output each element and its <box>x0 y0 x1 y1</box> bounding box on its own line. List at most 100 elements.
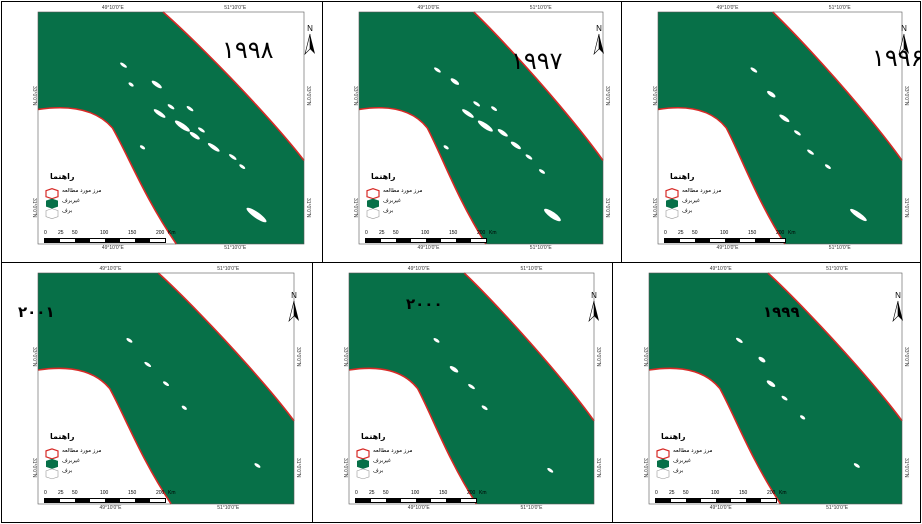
study-area-region <box>359 12 603 244</box>
latitude-tick-label: 33°0'0"N <box>903 346 909 367</box>
study-area-region <box>38 273 294 504</box>
legend-swatch-boundary <box>45 188 59 200</box>
scale-tick-label: 100 <box>720 230 729 236</box>
legend-item-label: غیربرف <box>62 457 80 464</box>
boundary-line-southwest <box>358 106 487 245</box>
map-frame <box>657 11 903 245</box>
longitude-tick-label: 51°10'0"E <box>826 266 849 272</box>
scale-tick-label: 50 <box>393 230 399 236</box>
legend-item-label: غیربرف <box>373 457 391 464</box>
latitude-tick-label: 33°0'0"N <box>642 346 648 367</box>
year-label: ۲۰۰۱ <box>18 303 55 321</box>
legend-item-label: غیربرف <box>673 457 691 464</box>
legend-swatch-non-snow <box>367 198 379 209</box>
snow-patch <box>539 169 545 174</box>
scale-bar: 0 25 50 100 150 200 Km <box>355 490 495 508</box>
scale-unit-label: Km <box>168 490 176 496</box>
legend-swatch-non-snow <box>657 458 669 469</box>
north-label: N <box>895 291 901 300</box>
map-panel-1998: ۱۹۹۸ N 49°10'0"E 49°10'0"E 51°10'0"E 51°10'0"… <box>1 1 323 263</box>
longitude-tick-label: 49°10'0"E <box>407 505 430 511</box>
legend-item-label: برف <box>62 467 73 474</box>
snow-patch <box>198 127 205 133</box>
scale-tick-label: 25 <box>369 490 375 496</box>
latitude-tick-label: 33°0'0"N <box>305 86 311 106</box>
boundary-line-northeast <box>162 11 305 161</box>
longitude-tick-label: 49°10'0"E <box>407 266 430 272</box>
scale-unit-label: Km <box>168 230 176 236</box>
study-area-region <box>38 12 304 244</box>
legend-swatch-boundary <box>366 188 380 200</box>
longitude-tick-label: 49°10'0"E <box>99 266 122 272</box>
longitude-tick-label: 49°10'0"E <box>417 245 440 251</box>
longitude-tick-label: 49°10'0"E <box>716 5 739 11</box>
scale-tick-label: 0 <box>44 230 47 236</box>
scale-tick-label: 200 <box>156 490 165 496</box>
snow-patch <box>547 467 554 473</box>
longitude-tick-label: 51°10'0"E <box>828 5 851 11</box>
snow-patch <box>766 380 776 387</box>
north-label: N <box>291 291 297 300</box>
map-canvas <box>37 272 295 505</box>
scale-tick-label: 200 <box>156 230 165 236</box>
north-arrow-icon: N <box>302 24 318 56</box>
north-label: N <box>591 291 597 300</box>
scale-tick-label: 100 <box>411 490 420 496</box>
snow-patch <box>794 130 801 136</box>
year-label: ۱۹۹۸ <box>222 36 274 64</box>
boundary-line-northeast <box>772 11 903 161</box>
snow-patch <box>126 338 133 343</box>
scale-tick-label: 50 <box>72 490 78 496</box>
latitude-tick-label: 31°0'0"N <box>903 197 909 218</box>
scale-tick-label: 150 <box>739 490 748 496</box>
scale-unit-label: Km <box>788 230 796 236</box>
map-panel-1997: ۱۹۹۷ N 49°10'0"E 49°10'0"E 51°10'0"E 51°10'0"… <box>322 1 622 263</box>
study-area-region <box>349 273 594 504</box>
legend-swatch-boundary <box>356 448 370 460</box>
snow-patch <box>144 361 152 368</box>
legend-swatch-snow <box>356 468 370 480</box>
snow-patch <box>767 90 776 98</box>
study-area-region <box>649 273 902 504</box>
year-label: ۱۹۹۷ <box>511 47 563 75</box>
scale-tick-label: 25 <box>58 490 64 496</box>
longitude-tick-label: 49°10'0"E <box>99 505 122 511</box>
scale-bar: 0 25 50 100 150 200 Km <box>664 230 804 248</box>
legend-swatches <box>665 188 679 219</box>
north-label: N <box>307 24 313 33</box>
snow-patch <box>544 208 561 222</box>
north-arrow-icon: N <box>591 24 607 56</box>
legend-swatches <box>656 448 670 480</box>
snow-patch <box>779 114 790 123</box>
snow-patch <box>246 207 267 223</box>
north-arrow-icon: N <box>890 291 906 323</box>
snow-patch <box>735 337 743 343</box>
map-frame <box>37 272 295 505</box>
snow-patch <box>497 129 508 137</box>
scale-tick-label: 50 <box>692 230 698 236</box>
scale-bar: 0 25 50 100 150 200 Km <box>44 490 184 508</box>
legend-swatch-boundary <box>665 188 679 200</box>
snow-patch <box>510 141 521 150</box>
legend-swatch-boundary <box>656 448 670 460</box>
scale-tick-label: 150 <box>449 230 458 236</box>
snow-patch <box>525 154 533 160</box>
scale-tick-label: 200 <box>776 230 785 236</box>
latitude-tick-label: 31°0'0"N <box>295 457 301 478</box>
legend-title: راهنما <box>50 172 75 182</box>
legend-item-label: مرز مورد مطالعه <box>383 187 423 194</box>
scale-unit-label: Km <box>479 490 487 496</box>
legend-swatch-snow <box>45 468 59 480</box>
snow-patch <box>181 405 187 410</box>
map-canvas <box>37 11 305 245</box>
legend-title: راهنما <box>661 432 686 442</box>
scale-tick-label: 100 <box>421 230 430 236</box>
latitude-tick-label: 33°0'0"N <box>31 86 37 106</box>
year-label: ۱۹۹۶ <box>872 44 921 72</box>
snow-patch <box>853 463 860 468</box>
north-label: N <box>901 24 907 33</box>
legend-swatches <box>366 188 380 219</box>
legend-swatch-non-snow <box>357 458 369 469</box>
north-label: N <box>596 24 602 33</box>
map-frame <box>348 272 595 505</box>
